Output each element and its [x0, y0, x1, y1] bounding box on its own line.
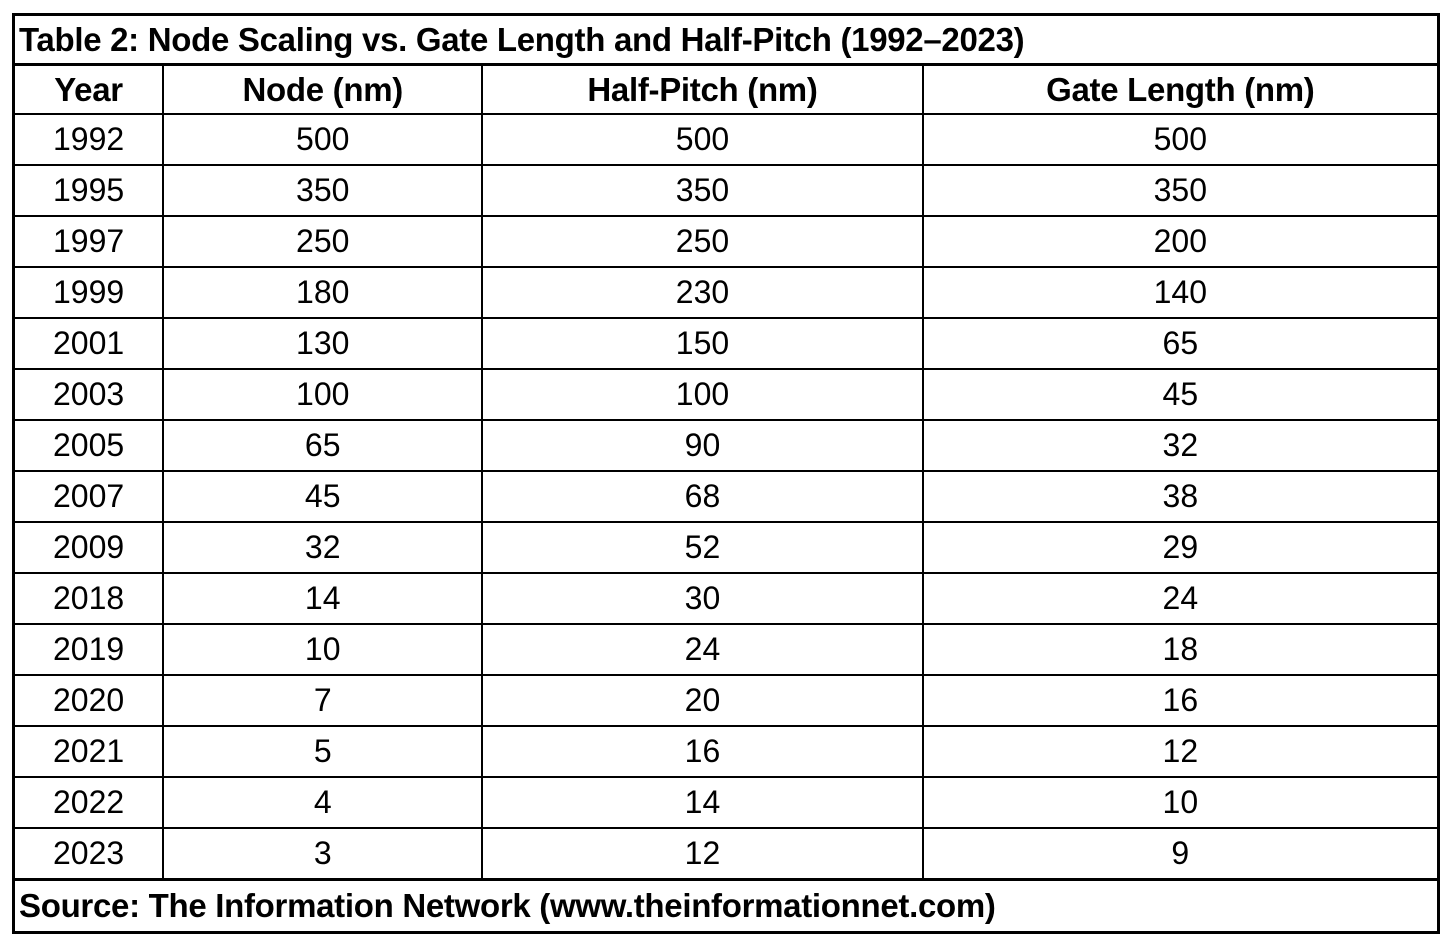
- column-header-node: Node (nm): [162, 63, 484, 115]
- year-cell: 2001: [12, 317, 165, 370]
- gate-length-cell: 38: [921, 470, 1440, 523]
- year-cell: 2022: [12, 776, 165, 829]
- year-cell: 2020: [12, 674, 165, 727]
- gate-length-cell: 350: [921, 164, 1440, 217]
- node-cell: 7: [162, 674, 484, 727]
- node-cell: 5: [162, 725, 484, 778]
- gate-length-cell: 9: [921, 827, 1440, 881]
- half-pitch-cell: 100: [481, 368, 924, 421]
- gate-length-cell: 29: [921, 521, 1440, 574]
- table-row: 2022 4 14 10: [12, 776, 1440, 829]
- half-pitch-cell: 52: [481, 521, 924, 574]
- node-cell: 65: [162, 419, 484, 472]
- table-row: 1999 180 230 140: [12, 266, 1440, 319]
- half-pitch-cell: 350: [481, 164, 924, 217]
- year-cell: 1992: [12, 113, 165, 166]
- year-cell: 2007: [12, 470, 165, 523]
- half-pitch-cell: 250: [481, 215, 924, 268]
- table-row: 2023 3 12 9: [12, 827, 1440, 881]
- node-cell: 130: [162, 317, 484, 370]
- gate-length-cell: 65: [921, 317, 1440, 370]
- half-pitch-cell: 30: [481, 572, 924, 625]
- table-title-row: Table 2: Node Scaling vs. Gate Length an…: [13, 14, 1439, 66]
- table-row: 1997 250 250 200: [12, 215, 1440, 268]
- table-row: 2005 65 90 32: [12, 419, 1440, 472]
- gate-length-cell: 12: [921, 725, 1440, 778]
- half-pitch-cell: 14: [481, 776, 924, 829]
- gate-length-cell: 140: [921, 266, 1440, 319]
- table-row: 2020 7 20 16: [12, 674, 1440, 727]
- gate-length-cell: 32: [921, 419, 1440, 472]
- gate-length-cell: 18: [921, 623, 1440, 676]
- year-cell: 2003: [12, 368, 165, 421]
- year-cell: 2023: [12, 827, 165, 881]
- year-cell: 1997: [12, 215, 165, 268]
- half-pitch-cell: 150: [481, 317, 924, 370]
- node-cell: 10: [162, 623, 484, 676]
- table-row: 2018 14 30 24: [12, 572, 1440, 625]
- year-cell: 2005: [12, 419, 165, 472]
- node-cell: 14: [162, 572, 484, 625]
- table-source: Source: The Information Network (www.the…: [13, 878, 1439, 933]
- node-cell: 45: [162, 470, 484, 523]
- table-row: 2003 100 100 45: [12, 368, 1440, 421]
- half-pitch-cell: 500: [481, 113, 924, 166]
- node-cell: 250: [162, 215, 484, 268]
- half-pitch-cell: 16: [481, 725, 924, 778]
- gate-length-cell: 24: [921, 572, 1440, 625]
- node-cell: 500: [162, 113, 484, 166]
- table-row: 2021 5 16 12: [12, 725, 1440, 778]
- node-cell: 350: [162, 164, 484, 217]
- year-cell: 2021: [12, 725, 165, 778]
- node-cell: 32: [162, 521, 484, 574]
- year-cell: 1999: [12, 266, 165, 319]
- gate-length-cell: 45: [921, 368, 1440, 421]
- half-pitch-cell: 20: [481, 674, 924, 727]
- year-cell: 2018: [12, 572, 165, 625]
- table-row: 2001 130 150 65: [12, 317, 1440, 370]
- year-cell: 2019: [12, 623, 165, 676]
- gate-length-cell: 10: [921, 776, 1440, 829]
- half-pitch-cell: 90: [481, 419, 924, 472]
- node-cell: 100: [162, 368, 484, 421]
- half-pitch-cell: 12: [481, 827, 924, 881]
- gate-length-cell: 16: [921, 674, 1440, 727]
- half-pitch-cell: 68: [481, 470, 924, 523]
- year-cell: 2009: [12, 521, 165, 574]
- column-header-year: Year: [12, 63, 165, 115]
- half-pitch-cell: 230: [481, 266, 924, 319]
- node-cell: 3: [162, 827, 484, 881]
- node-cell: 4: [162, 776, 484, 829]
- table-source-row: Source: The Information Network (www.the…: [13, 878, 1439, 933]
- node-scaling-table: Table 2: Node Scaling vs. Gate Length an…: [12, 13, 1440, 934]
- node-cell: 180: [162, 266, 484, 319]
- year-cell: 1995: [12, 164, 165, 217]
- table-row: 2019 10 24 18: [12, 623, 1440, 676]
- column-header-gate-length: Gate Length (nm): [921, 63, 1440, 115]
- table-title: Table 2: Node Scaling vs. Gate Length an…: [13, 14, 1439, 66]
- gate-length-cell: 500: [921, 113, 1440, 166]
- table-row: 2007 45 68 38: [12, 470, 1440, 523]
- table-row: 1995 350 350 350: [12, 164, 1440, 217]
- half-pitch-cell: 24: [481, 623, 924, 676]
- node-scaling-table-container: Table 2: Node Scaling vs. Gate Length an…: [12, 13, 1440, 934]
- table-body: Table 2: Node Scaling vs. Gate Length an…: [12, 14, 1440, 933]
- table-row: 2009 32 52 29: [12, 521, 1440, 574]
- column-header-half-pitch: Half-Pitch (nm): [481, 63, 924, 115]
- table-row: 1992 500 500 500: [12, 113, 1440, 166]
- table-header-row: Year Node (nm) Half-Pitch (nm) Gate Leng…: [12, 63, 1440, 115]
- gate-length-cell: 200: [921, 215, 1440, 268]
